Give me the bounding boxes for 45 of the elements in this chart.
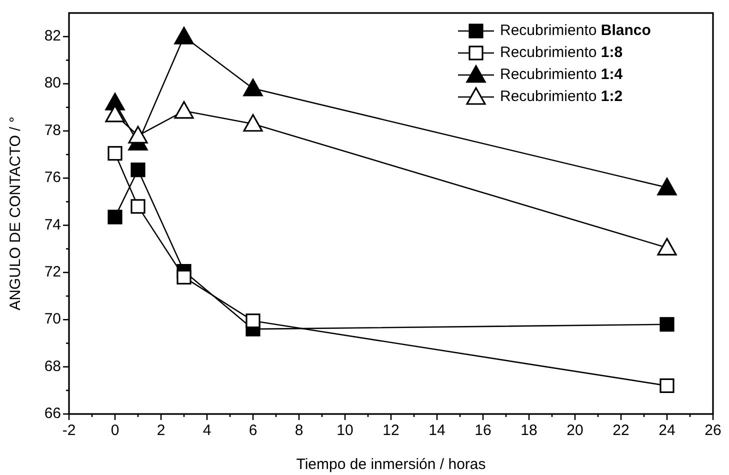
x-tick-label: 18 <box>520 422 538 439</box>
point <box>108 146 122 161</box>
x-tick-label: 16 <box>474 422 492 439</box>
point <box>130 162 146 178</box>
point <box>243 78 263 96</box>
legend-label: Recubrimiento 1:4 <box>500 66 624 83</box>
point <box>128 126 148 144</box>
x-tick-label: 2 <box>156 422 166 439</box>
x-axis-title: Tiempo de inmersión / horas <box>296 456 486 473</box>
point <box>243 114 263 132</box>
y-tick-label: 78 <box>44 122 61 139</box>
point <box>657 238 677 256</box>
x-tick-label: 6 <box>248 422 258 439</box>
point <box>130 199 146 214</box>
y-tick-label: 72 <box>44 263 61 280</box>
x-tick-label: 26 <box>704 422 722 439</box>
point <box>660 378 674 393</box>
y-tick-label: 76 <box>44 169 61 186</box>
x-tick-label: 0 <box>110 422 120 439</box>
point <box>246 314 260 328</box>
y-tick-label: 80 <box>44 74 61 92</box>
y-tick-label: 74 <box>44 216 61 234</box>
x-tick-label: 14 <box>428 422 446 439</box>
y-axis-title: ANGULO DE CONTACTO / ° <box>6 116 24 310</box>
point <box>176 270 192 284</box>
x-tick-label: -2 <box>62 422 76 439</box>
point <box>660 317 674 332</box>
y-tick-label: 82 <box>44 28 61 45</box>
y-tick-label: 68 <box>44 358 61 375</box>
x-tick-label: 4 <box>202 422 212 439</box>
y-tick-label: 66 <box>44 404 61 422</box>
point <box>174 26 194 44</box>
point <box>108 210 122 224</box>
y-tick-label: 70 <box>44 310 61 328</box>
legend-label: Recubrimiento 1:2 <box>500 88 623 105</box>
point <box>174 101 194 119</box>
point <box>657 178 677 196</box>
x-tick-label: 22 <box>612 422 630 439</box>
x-tick-label: 24 <box>658 422 676 439</box>
x-tick-label: 8 <box>294 422 304 439</box>
legend-label: Recubrimiento 1:8 <box>500 44 623 61</box>
x-tick-label: 12 <box>382 422 400 439</box>
x-tick-label: 10 <box>336 422 354 439</box>
x-tick-label: 20 <box>566 422 584 439</box>
legend-label: Recubrimiento Blanco <box>500 22 651 39</box>
